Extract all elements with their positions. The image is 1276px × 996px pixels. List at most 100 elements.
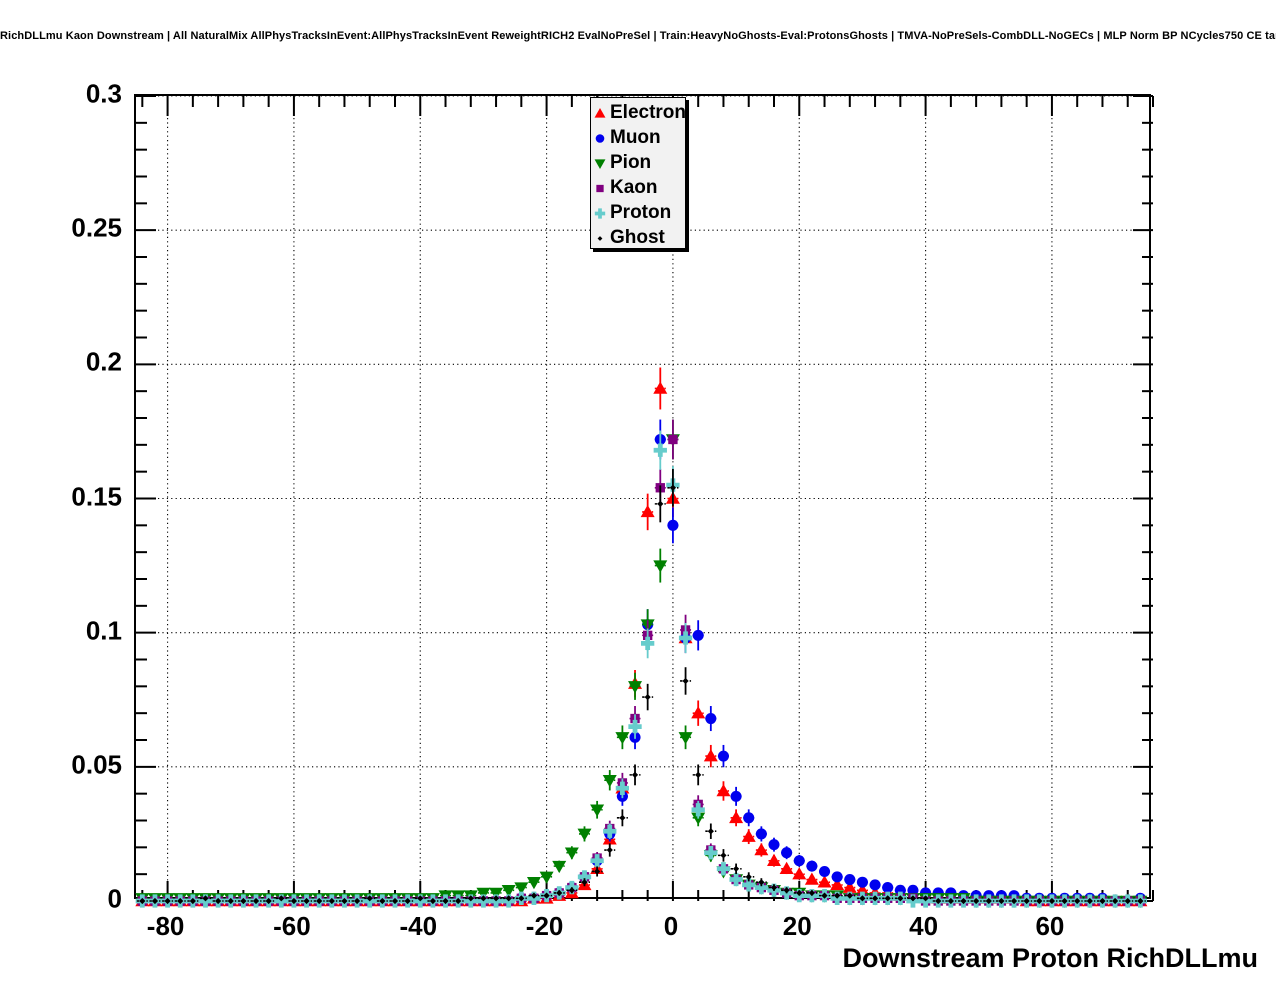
data-point [227,897,234,905]
data-point [265,897,272,905]
data-point [514,882,529,895]
data-point [1124,897,1131,905]
diamond-small-icon [593,229,607,247]
data-point [730,790,742,802]
legend-label: Ghost [610,227,665,248]
data-point [518,895,525,902]
series-kaon [136,419,1146,906]
data-point [695,771,702,778]
series-proton [135,430,1148,908]
data-point [240,897,247,905]
data-point [539,871,554,884]
data-point [871,895,879,902]
triangle-down-icon [593,154,607,172]
data-point [189,897,196,905]
data-point [755,828,767,840]
data-point [278,895,285,902]
data-point [290,897,298,905]
data-point [202,895,209,902]
legend-marker-glyph [595,133,605,143]
data-point [404,897,411,905]
data-point [602,775,617,788]
data-point [894,884,906,896]
data-point [682,677,689,685]
data-point [846,892,853,899]
data-point [489,887,504,900]
data-point [741,829,756,842]
legend-label: Electron [610,102,687,123]
data-point [842,880,857,893]
data-point [717,750,729,762]
data-point [316,897,323,905]
data-point [177,897,184,905]
data-point [779,861,794,875]
data-point [455,897,462,905]
data-point [766,853,781,866]
legend-entry-electron[interactable]: Electron [593,100,687,125]
data-point [754,880,769,895]
data-point [691,706,706,719]
x-axis-tick-label: -20 [525,911,564,941]
data-point [758,879,765,886]
x-axis-title: Downstream Proton RichDLLmu [842,943,1258,973]
circle-icon [593,129,607,147]
data-point [653,560,668,573]
legend-entry-muon[interactable]: Muon [593,125,685,150]
legend-label: Kaon [610,177,658,198]
data-point [907,884,919,896]
data-point [1023,897,1030,905]
data-point [568,887,575,894]
data-point [856,876,868,888]
data-point [844,874,856,886]
legend-entry-pion[interactable]: Pion [593,150,685,175]
data-point [619,814,626,821]
data-point [577,870,592,884]
data-point [442,897,449,905]
legend-label: Muon [610,127,661,148]
data-point [909,895,917,902]
data-point [543,892,550,899]
data-point [328,897,335,905]
data-point [754,843,769,856]
y-axis-tick-label: 0.1 [85,615,122,646]
data-point [492,895,500,902]
data-point [869,879,881,891]
data-point [720,852,727,859]
data-point [215,897,222,905]
data-point [806,860,818,872]
data-point [476,887,491,900]
y-axis-tick-label: 0 [107,883,122,914]
data-point [606,846,613,854]
data-point [998,897,1005,905]
legend-entry-ghost[interactable]: Ghost [593,225,685,250]
data-point [985,897,992,905]
cross-icon [593,204,607,222]
data-point [631,771,639,778]
data-point [139,897,146,905]
data-point [480,895,487,902]
data-point [808,889,815,897]
legend-marker-glyph [597,235,603,241]
data-point [1010,897,1018,905]
data-point [705,713,717,725]
data-point [640,504,655,518]
data-point [804,872,819,885]
legend-entry-proton[interactable]: Proton [593,200,685,225]
y-axis-tick-label: 0.05 [71,749,122,780]
legend-marker-glyph [594,107,606,118]
legend-entry-kaon[interactable]: Kaon [593,175,685,200]
data-point [641,636,655,651]
data-point [644,693,651,701]
legend: Electron Muon Pion Kaon Proton Ghost [590,97,686,249]
data-point [417,895,424,902]
legend-label: Proton [610,202,672,223]
data-point [834,892,841,899]
data-point [897,895,904,902]
data-point [691,812,706,825]
data-point [704,846,718,860]
data-point [552,860,567,874]
data-point [742,878,756,892]
legend-label: Pion [610,152,652,173]
data-point [1099,897,1106,905]
series-pion [135,419,1148,908]
